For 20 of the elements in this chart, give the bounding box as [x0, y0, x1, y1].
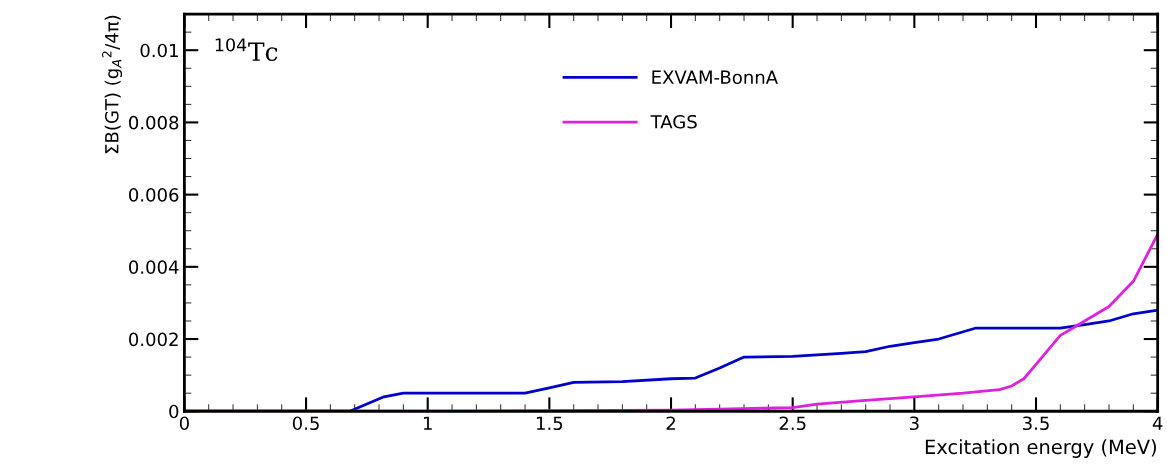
x-tick-label: 0.5 [292, 416, 319, 431]
x-tick-label: 2.5 [779, 416, 806, 431]
x-tick-label: 0 [179, 416, 189, 431]
y-tick-label: 0.01 [140, 43, 178, 58]
x-tick-label: 2 [666, 416, 675, 430]
x-tick-label: 1.5 [536, 416, 563, 431]
x-tick-label: 3.5 [1023, 416, 1049, 431]
x-tick-label: 4 [1152, 416, 1163, 430]
legend-label: TAGS [650, 114, 697, 129]
annotation: $^{104}$Tc [215, 38, 278, 62]
legend-label: EXVAM-BonnA [652, 70, 778, 85]
x-axis-title: Excitation energy (MeV) [925, 439, 1156, 458]
y-tick-label: 0.008 [129, 115, 179, 130]
y-tick-label: 0.006 [129, 188, 179, 202]
y-tick-label: 0.004 [129, 260, 179, 274]
y-tick-label: 0.002 [129, 332, 178, 347]
x-tick-label: 3 [909, 416, 919, 431]
x-tick-label: 1 [423, 416, 432, 430]
y-tick-label: 0 [169, 404, 179, 419]
y-axis-title: ΣB(GT) (g$_{A}$$^{2}$/4π) [102, 15, 123, 154]
